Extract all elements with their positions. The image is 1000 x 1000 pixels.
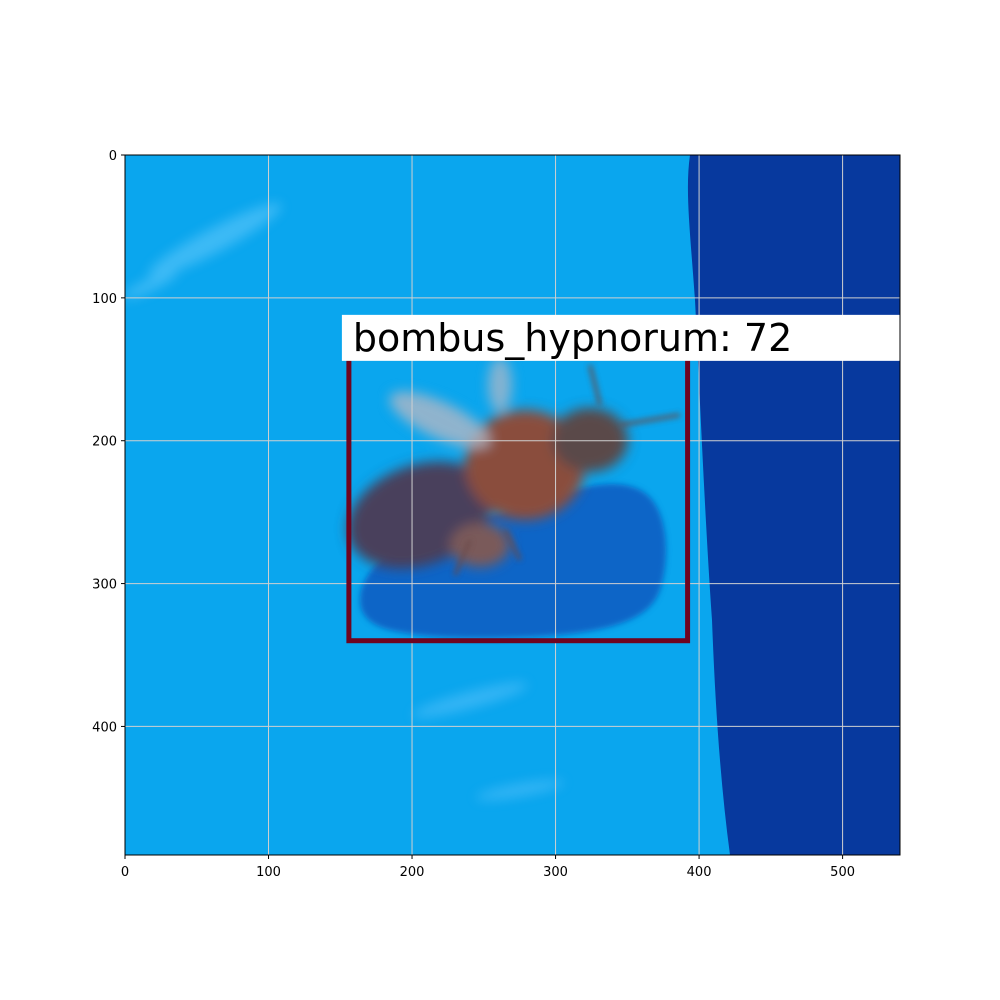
x-tick-label: 500: [830, 865, 855, 880]
y-tick-label: 100: [92, 292, 117, 307]
detection-label-background: [341, 314, 900, 361]
detection-label: bombus_hypnorum: 72: [353, 316, 792, 360]
y-tick-label: 0: [109, 149, 117, 164]
x-axis: 0 100 200 300 400 500: [121, 855, 855, 880]
x-tick-label: 0: [121, 865, 129, 880]
axes-frame: [124, 154, 901, 856]
x-tick-label: 300: [543, 865, 568, 880]
bee-legs: [453, 364, 681, 576]
photo: [125, 155, 900, 855]
bee-shadow: [360, 483, 666, 639]
x-tick-label: 200: [400, 865, 425, 880]
x-tick-label: 400: [687, 865, 712, 880]
y-tick-label: 400: [92, 720, 117, 735]
y-axis: 0 100 200 300 400: [92, 149, 125, 735]
y-tick-label: 200: [92, 435, 117, 450]
x-tick-label: 100: [256, 865, 281, 880]
surface-reflections: [125, 203, 565, 800]
bee: [347, 357, 628, 569]
grid: [125, 155, 900, 855]
y-tick-label: 300: [92, 578, 117, 593]
dark-blue-region: [687, 155, 900, 855]
